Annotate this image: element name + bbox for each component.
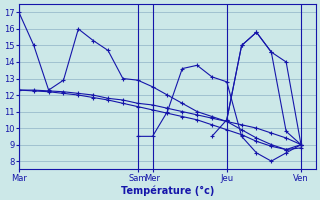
X-axis label: Température (°c): Température (°c)	[121, 185, 214, 196]
